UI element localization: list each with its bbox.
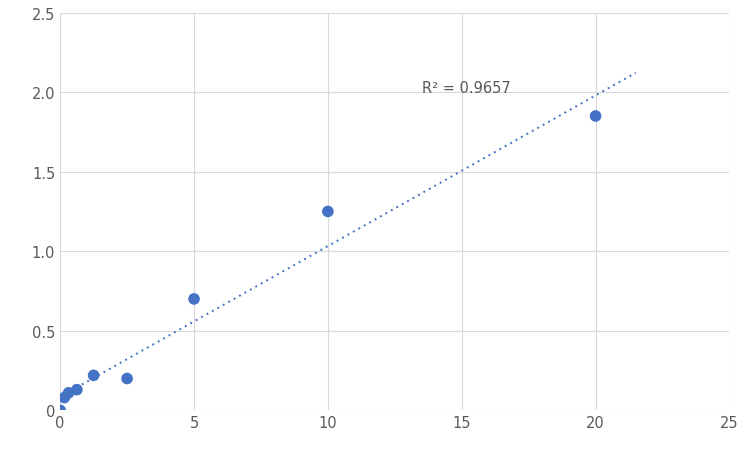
Point bbox=[59, 394, 71, 401]
Text: R² = 0.9657: R² = 0.9657 bbox=[422, 81, 511, 96]
Point bbox=[71, 386, 83, 393]
Point bbox=[590, 113, 602, 120]
Point bbox=[188, 296, 200, 303]
Point bbox=[87, 372, 99, 379]
Point bbox=[322, 208, 334, 216]
Point bbox=[54, 407, 66, 414]
Point bbox=[121, 375, 133, 382]
Point bbox=[62, 389, 74, 396]
